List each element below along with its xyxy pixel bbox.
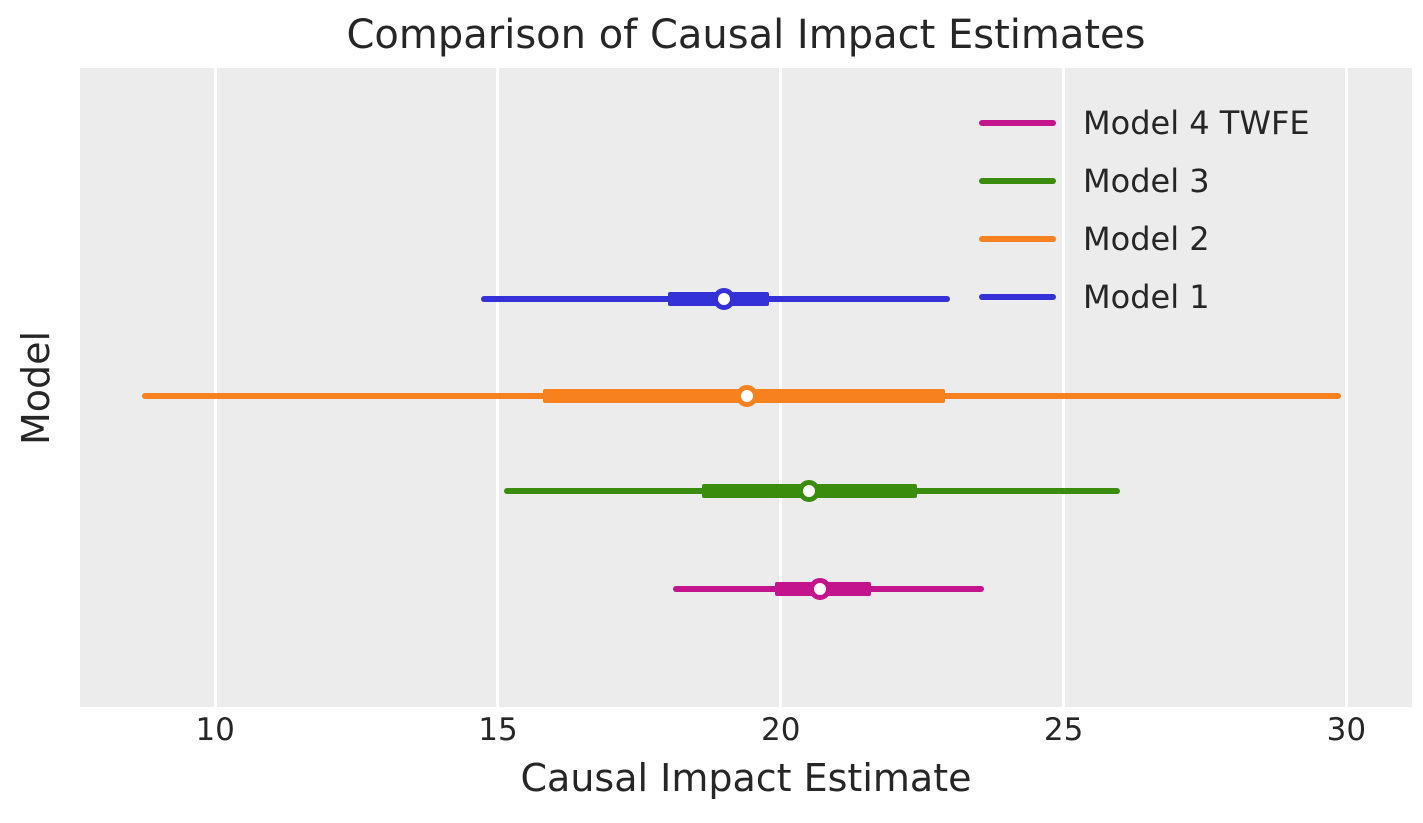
point-estimate-marker-model-4-twfe [809,577,832,600]
legend-label: Model 1 [1083,278,1210,316]
x-axis-label: Causal Impact Estimate [520,756,972,800]
legend-line-sample [979,178,1056,184]
legend-label: Model 3 [1083,162,1210,200]
point-estimate-marker-model-3 [798,480,821,503]
point-estimate-marker-model-1 [713,288,736,311]
legend-item-model-3: Model 3 [979,152,1310,210]
gridline-x-10 [213,68,217,707]
legend-line-sample [979,120,1056,126]
legend: Model 4 TWFE Model 3 Model 2 Model 1 [979,94,1310,326]
x-tick-label: 20 [761,712,801,748]
x-tick-label: 10 [195,712,235,748]
y-axis-label-text: Model [14,330,58,446]
legend-label: Model 4 TWFE [1083,104,1310,142]
x-tick-label: 30 [1326,712,1367,748]
legend-line-sample [979,294,1056,300]
legend-line-sample [979,236,1056,242]
x-tick-label: 25 [1043,712,1084,748]
x-tick-label: 15 [478,712,518,748]
gridline-x-30 [1344,68,1348,707]
point-estimate-marker-model-2 [735,384,758,407]
chart-title: Comparison of Causal Impact Estimates [346,12,1146,58]
legend-label: Model 2 [1083,220,1210,258]
legend-item-model-2: Model 2 [979,210,1310,268]
gridline-x-15 [496,68,500,707]
legend-item-model-4-twfe: Model 4 TWFE [979,94,1310,152]
gridline-x-25 [1062,68,1066,707]
gridline-x-20 [779,68,783,707]
plot-area [80,68,1412,707]
legend-item-model-1: Model 1 [979,268,1310,326]
